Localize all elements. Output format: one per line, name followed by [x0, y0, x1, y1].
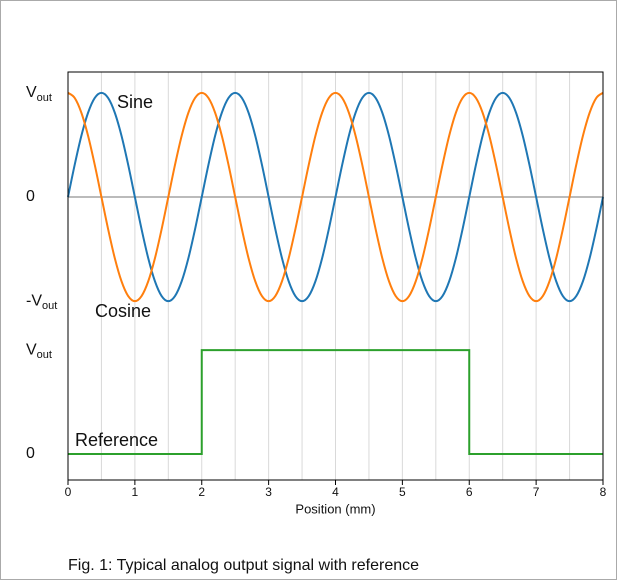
x-axis-label: Position (mm): [295, 501, 375, 516]
y-tick-label: 0: [26, 188, 35, 205]
x-tick-label: 1: [132, 485, 139, 499]
x-tick-label: 2: [198, 485, 205, 499]
y-tick-label: Vout: [26, 84, 52, 104]
caption: Fig. 1: Typical analog output signal wit…: [68, 557, 419, 574]
x-tick-label: 7: [533, 485, 540, 499]
series-label: Reference: [75, 430, 158, 450]
x-tick-label: 3: [265, 485, 272, 499]
series-line: [67, 91, 604, 303]
series-line: [68, 349, 603, 456]
axes-frame: [67, 71, 604, 481]
x-tick-label: 5: [399, 485, 406, 499]
x-tick-label: 6: [466, 485, 473, 499]
x-tick-label: 4: [332, 485, 339, 499]
series-label: Sine: [117, 92, 153, 112]
x-tick-label: 8: [600, 485, 607, 499]
x-tick-label: 0: [65, 485, 72, 499]
series-label: Cosine: [95, 301, 151, 321]
series-line: [67, 91, 604, 303]
y-tick-label: 0: [26, 445, 35, 462]
